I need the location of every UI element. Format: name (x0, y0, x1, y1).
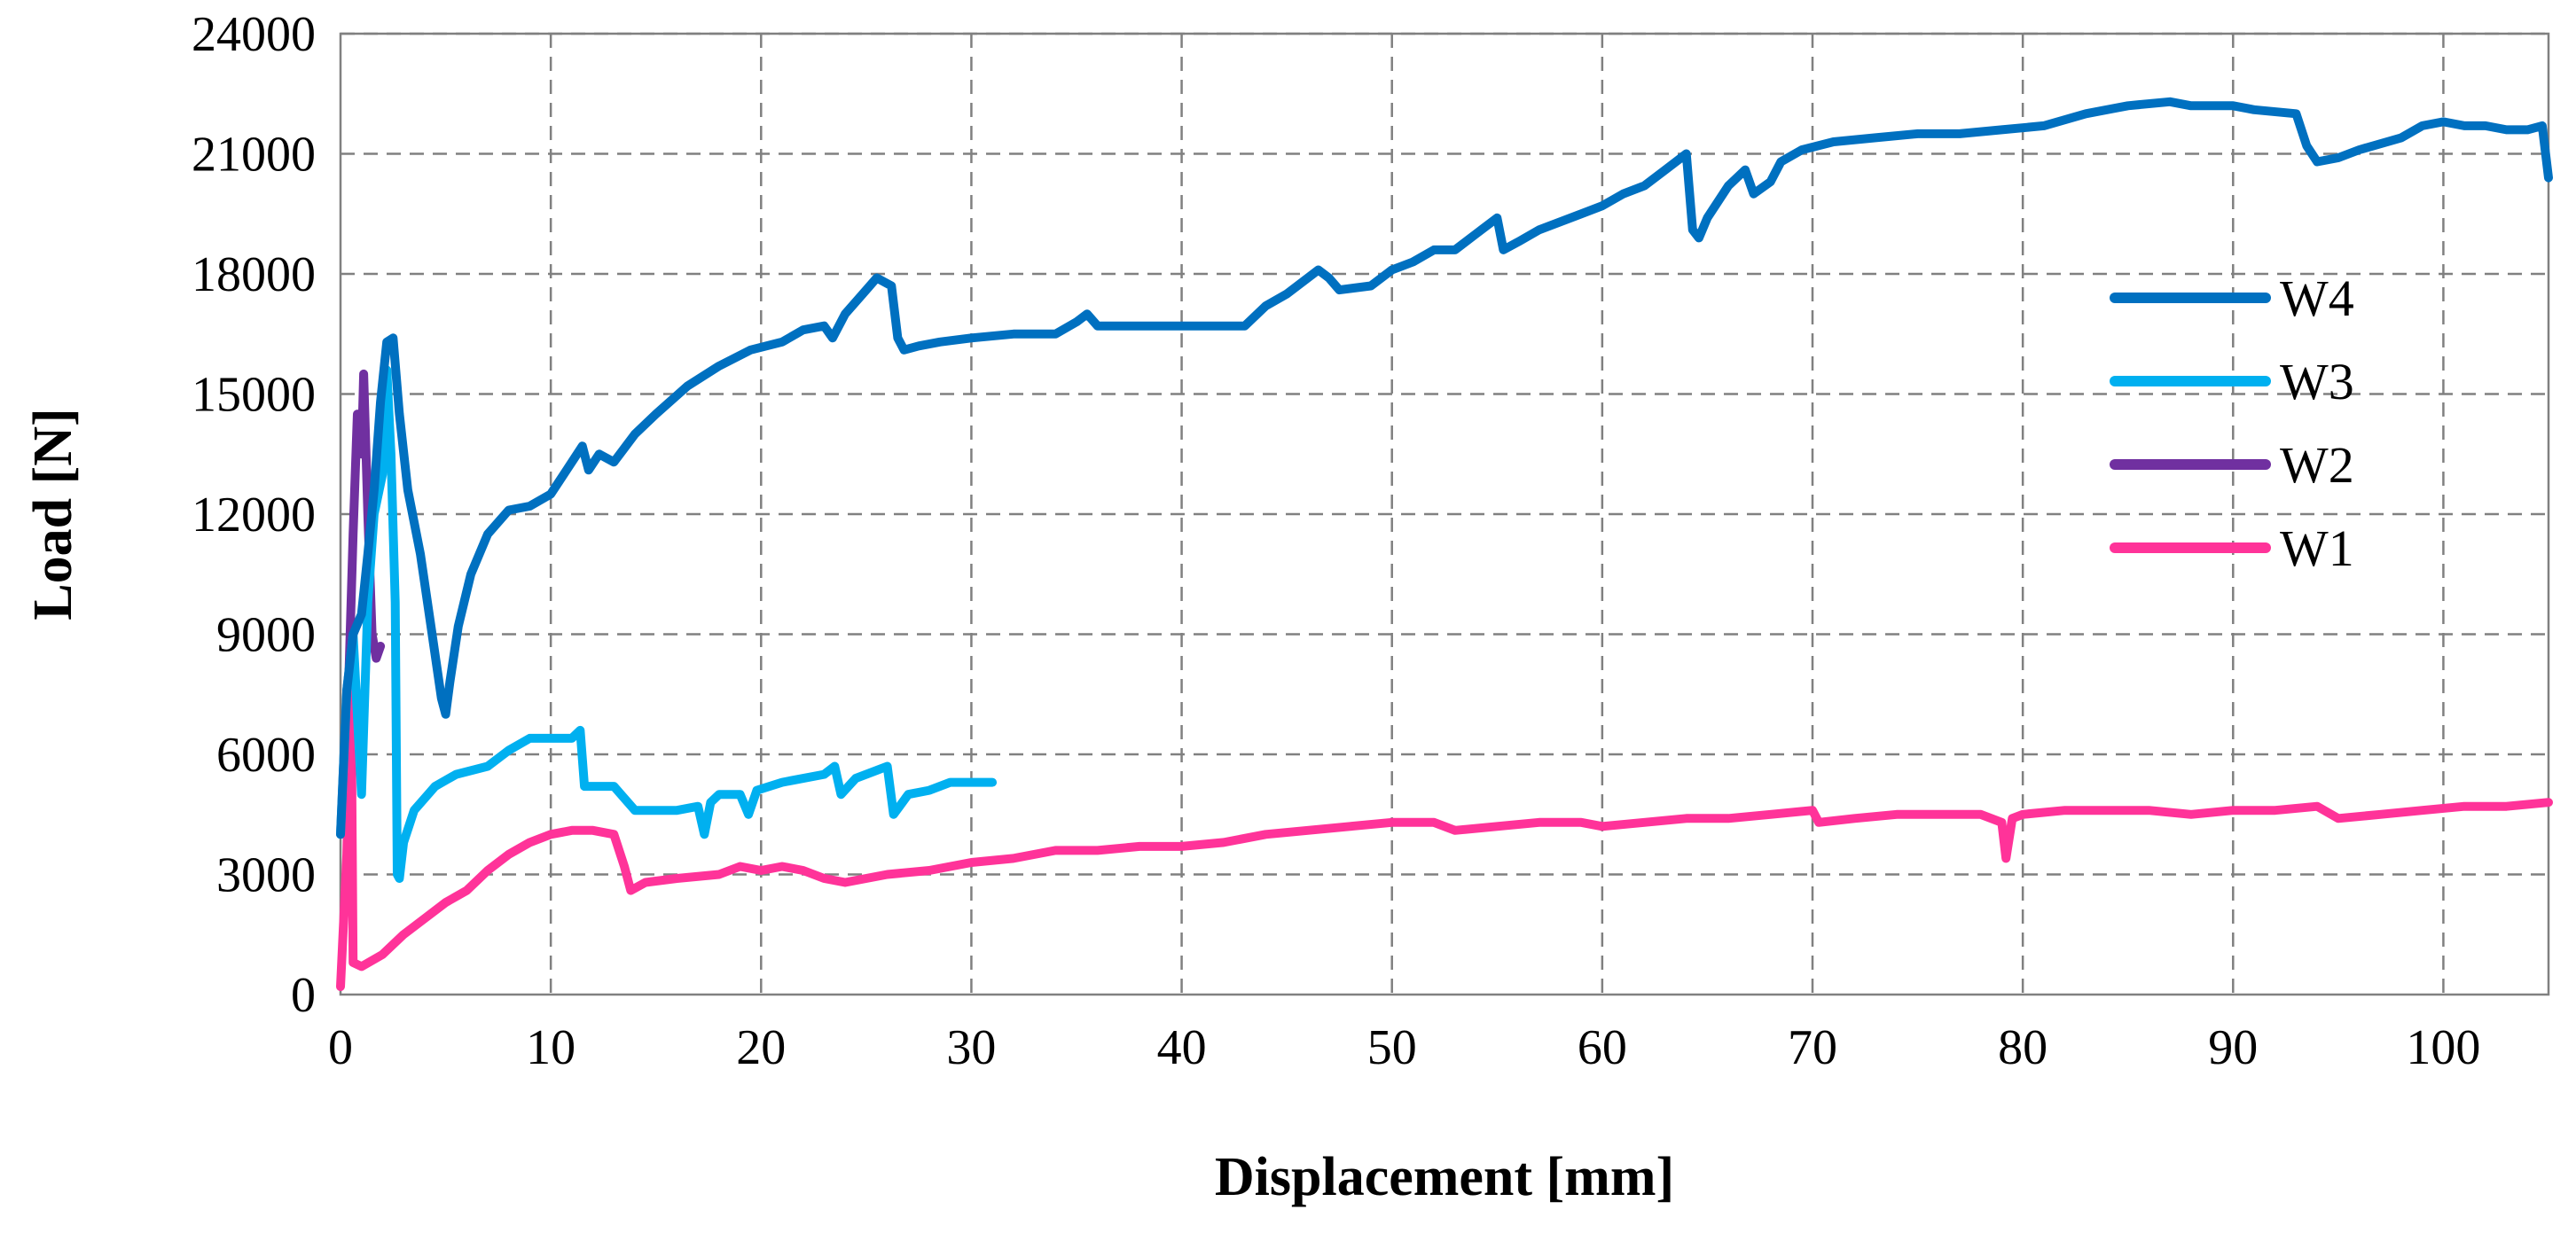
y-tick-label-8: 24000 (192, 7, 316, 62)
series-line-w2 (344, 369, 386, 679)
y-tick-label-1: 3000 (216, 848, 316, 903)
series-line-w1 (336, 677, 2553, 991)
y-tick-label-6: 18000 (192, 247, 316, 302)
grid-lines (341, 32, 2549, 995)
x-tick-label-9: 90 (2208, 1020, 2258, 1075)
x-axis-title: Displacement [mm] (1215, 1147, 1674, 1207)
x-tick-label-8: 80 (1998, 1020, 2047, 1075)
y-axis-title: Load [N] (23, 408, 83, 620)
x-tick-label-7: 70 (1788, 1020, 1837, 1075)
x-tick-labels: 0 10 20 30 40 50 60 70 80 90 100 (328, 1020, 2480, 1075)
y-tick-label-7: 21000 (192, 128, 316, 183)
y-tick-label-5: 15000 (192, 368, 316, 423)
legend-label-w1: W1 (2280, 519, 2354, 577)
y-tick-labels: 0 3000 6000 9000 12000 15000 18000 21000 24000 (192, 7, 316, 1023)
x-tick-label-10: 100 (2406, 1020, 2480, 1075)
x-tick-label-5: 50 (1367, 1020, 1417, 1075)
x-tick-label-1: 10 (526, 1020, 575, 1075)
x-tick-label-2: 20 (736, 1020, 786, 1075)
series-layer (336, 97, 2553, 991)
series-line-w3 (336, 365, 998, 883)
x-tick-label-4: 40 (1157, 1020, 1207, 1075)
y-tick-label-2: 6000 (216, 728, 316, 783)
series-line-w4 (336, 97, 2553, 839)
y-tick-label-0: 0 (291, 968, 316, 1023)
x-tick-label-3: 30 (946, 1020, 996, 1075)
legend: W4 W3 W2 W1 (2110, 269, 2354, 577)
y-tick-label-4: 12000 (192, 488, 316, 542)
legend-label-w4: W4 (2280, 269, 2354, 327)
legend-label-w2: W2 (2280, 436, 2354, 494)
plot-frame (339, 32, 2550, 996)
legend-label-w3: W3 (2280, 353, 2354, 410)
x-tick-label-6: 60 (1578, 1020, 1627, 1075)
y-tick-label-3: 9000 (216, 608, 316, 663)
x-tick-label-0: 0 (328, 1020, 353, 1075)
